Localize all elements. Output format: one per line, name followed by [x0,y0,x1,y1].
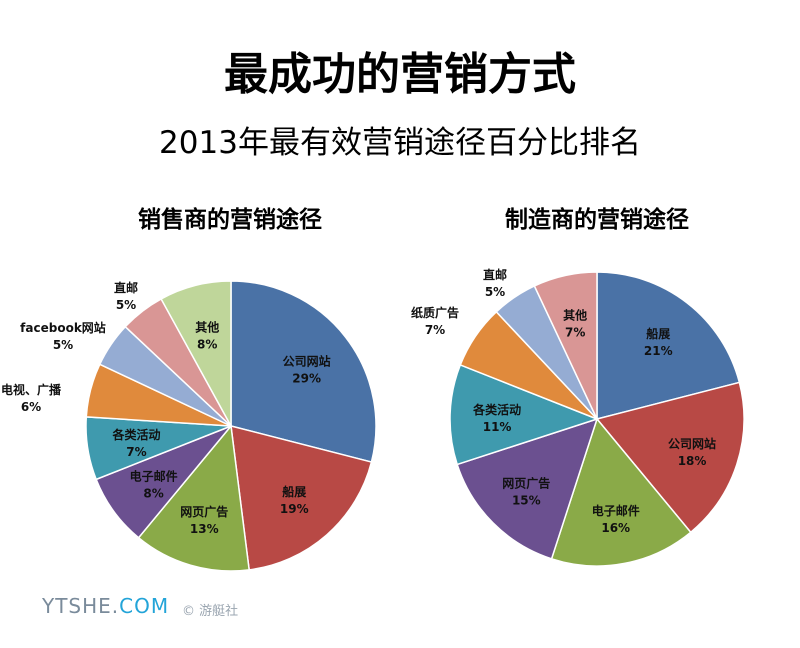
pie-slice [595,381,745,534]
page-title: 最成功的营销方式 [224,49,576,100]
slice-label: 公司网站 [668,436,716,451]
slice-value-label: 8% [143,486,163,500]
pie-slice [456,417,599,560]
slice-label: facebook网站 [20,320,106,335]
slice-label: 网页广告 [502,476,550,491]
slice-label: 公司网站 [283,353,331,368]
slice-value-label: 5% [485,285,505,299]
slice-label: 其他 [195,319,219,334]
slice-label: 船展 [282,484,306,499]
slice-label: 其他 [563,307,587,322]
slice-value-label: 5% [53,338,73,352]
slice-value-label: 7% [126,445,146,459]
slice-label: 船展 [646,326,670,341]
watermark-logo: YTSHE.COM [42,594,170,618]
pie-slice [533,271,598,420]
slice-value-label: 5% [116,298,136,312]
slice-label: 各类活动 [472,402,521,417]
pie-slice [160,280,232,427]
slice-label: 电子邮件 [592,503,640,518]
watermark-credit: © 游艇社 [182,604,239,619]
pie-slice [230,280,377,463]
pie-slice [137,424,251,572]
slice-label: 网页广告 [180,504,228,519]
slice-value-label: 15% [512,494,541,508]
slice-label: 电子邮件 [130,468,178,483]
slice-label: 各类活动 [111,427,160,442]
pie-chart-manufacturers: 船展 21% 公司网站 18% 电子邮件 16% 网页广告 15% 各类活动 11% 纸质广告 7% 直… [411,267,745,567]
slice-value-label: 13% [190,522,219,536]
slice-label: 直邮 [483,267,507,282]
pie-slice [230,424,373,571]
pie-slice [550,417,692,567]
slice-value-label: 11% [483,420,512,434]
slice-label: 电视、广播 [1,382,62,397]
pie-slice [449,363,600,466]
chart-title-manufacturers: 制造商的营销途径 [505,207,689,233]
slice-label: 直邮 [114,280,138,295]
page-subtitle: 2013年最有效营销途径百分比排名 [159,125,641,161]
pie-chart-retailers: 公司网站 29% 船展 19% 网页广告 13% 电子邮件 8% 各类活动 7% 电视、广播 6% fa… [1,280,377,572]
slice-value-label: 21% [644,344,673,358]
slice-value-label: 19% [280,502,309,516]
slice-label: 纸质广告 [411,305,459,320]
slice-value-label: 6% [21,400,41,414]
slice-value-label: 18% [678,454,707,468]
slice-value-label: 7% [565,325,585,339]
slice-value-label: 7% [425,323,445,337]
slice-value-label: 8% [197,337,217,351]
pie-slice [596,271,741,420]
slice-value-label: 16% [601,521,630,535]
chart-title-retailers: 销售商的营销途径 [138,207,322,233]
slice-value-label: 29% [292,371,321,385]
